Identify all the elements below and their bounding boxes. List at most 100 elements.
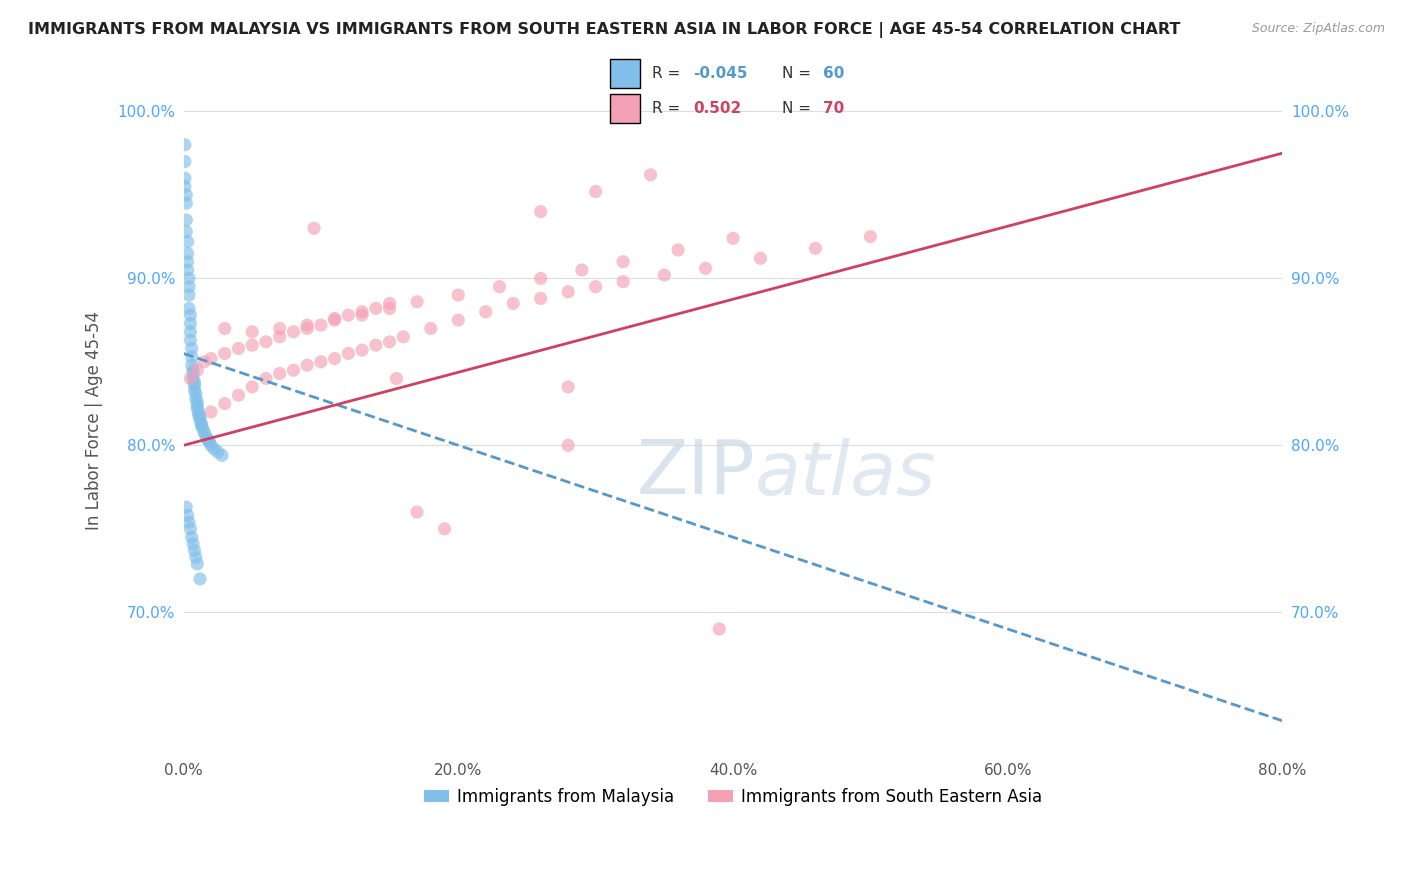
Point bbox=[585, 279, 607, 293]
Point bbox=[177, 279, 200, 293]
Point bbox=[406, 294, 429, 309]
Point bbox=[193, 425, 215, 439]
Point bbox=[378, 296, 401, 310]
Point bbox=[179, 371, 201, 385]
Point bbox=[186, 395, 208, 409]
Point bbox=[323, 311, 346, 326]
Point bbox=[309, 318, 332, 332]
Point bbox=[406, 505, 429, 519]
Point bbox=[177, 288, 200, 302]
Point bbox=[557, 380, 579, 394]
Point bbox=[200, 351, 222, 366]
Point bbox=[364, 338, 387, 352]
Text: 60: 60 bbox=[823, 67, 845, 81]
Point bbox=[174, 500, 197, 515]
Point bbox=[187, 409, 209, 423]
Point bbox=[176, 235, 198, 249]
Text: 70: 70 bbox=[823, 102, 845, 116]
Point bbox=[177, 301, 200, 316]
Point bbox=[179, 325, 201, 339]
Point bbox=[283, 325, 305, 339]
Point bbox=[433, 522, 456, 536]
Point bbox=[214, 396, 236, 410]
Point bbox=[804, 241, 827, 255]
Point bbox=[612, 254, 634, 268]
Point bbox=[180, 350, 202, 364]
Point bbox=[240, 325, 263, 339]
Text: N =: N = bbox=[782, 67, 815, 81]
Point bbox=[187, 405, 209, 419]
Point bbox=[179, 308, 201, 322]
Point bbox=[269, 367, 291, 381]
Point bbox=[295, 318, 318, 332]
Point bbox=[352, 308, 374, 322]
Point bbox=[488, 279, 510, 293]
Point bbox=[184, 386, 207, 401]
Point bbox=[749, 252, 772, 266]
Point bbox=[323, 351, 346, 366]
Point bbox=[474, 305, 496, 319]
Point bbox=[378, 301, 401, 316]
Point bbox=[530, 271, 553, 285]
Point bbox=[181, 367, 204, 381]
Point bbox=[352, 343, 374, 358]
Point bbox=[191, 422, 214, 436]
Point bbox=[666, 243, 689, 257]
Point bbox=[176, 246, 198, 260]
Point bbox=[174, 179, 197, 194]
Point bbox=[709, 622, 731, 636]
Text: Source: ZipAtlas.com: Source: ZipAtlas.com bbox=[1251, 22, 1385, 36]
Point bbox=[557, 438, 579, 452]
Point bbox=[190, 418, 212, 433]
Point bbox=[228, 388, 250, 402]
Point bbox=[190, 417, 212, 431]
Point bbox=[302, 221, 325, 235]
Point bbox=[174, 137, 197, 152]
Point bbox=[183, 383, 205, 397]
Point bbox=[530, 292, 553, 306]
Point bbox=[254, 371, 277, 385]
Point bbox=[640, 168, 662, 182]
Point bbox=[180, 530, 202, 544]
Point bbox=[186, 363, 208, 377]
Point bbox=[202, 442, 225, 456]
FancyBboxPatch shape bbox=[610, 59, 640, 87]
Point bbox=[695, 261, 717, 276]
Point bbox=[254, 334, 277, 349]
Point bbox=[180, 358, 202, 372]
Point bbox=[177, 271, 200, 285]
Point bbox=[364, 301, 387, 316]
Point bbox=[571, 263, 593, 277]
Point bbox=[174, 154, 197, 169]
Text: atlas: atlas bbox=[755, 438, 936, 509]
Point bbox=[186, 557, 208, 571]
Point bbox=[211, 448, 233, 462]
Point bbox=[585, 185, 607, 199]
Text: R =: R = bbox=[652, 67, 685, 81]
Point bbox=[309, 355, 332, 369]
Point bbox=[198, 435, 221, 450]
Point bbox=[385, 371, 408, 385]
Point bbox=[200, 438, 222, 452]
Text: ZIP: ZIP bbox=[637, 437, 755, 510]
Point bbox=[337, 308, 360, 322]
Point bbox=[269, 330, 291, 344]
Point bbox=[447, 313, 470, 327]
Point bbox=[183, 378, 205, 392]
Text: -0.045: -0.045 bbox=[693, 67, 748, 81]
Point bbox=[181, 371, 204, 385]
Point bbox=[194, 428, 217, 442]
Point bbox=[295, 321, 318, 335]
Point bbox=[337, 346, 360, 360]
Point bbox=[530, 204, 553, 219]
Y-axis label: In Labor Force | Age 45-54: In Labor Force | Age 45-54 bbox=[86, 310, 103, 530]
Point bbox=[295, 358, 318, 372]
Point bbox=[184, 550, 207, 565]
Point bbox=[188, 572, 211, 586]
Point bbox=[419, 321, 441, 335]
Point bbox=[181, 363, 204, 377]
Point bbox=[214, 321, 236, 335]
Point bbox=[200, 405, 222, 419]
Point bbox=[197, 434, 219, 448]
Point bbox=[447, 288, 470, 302]
